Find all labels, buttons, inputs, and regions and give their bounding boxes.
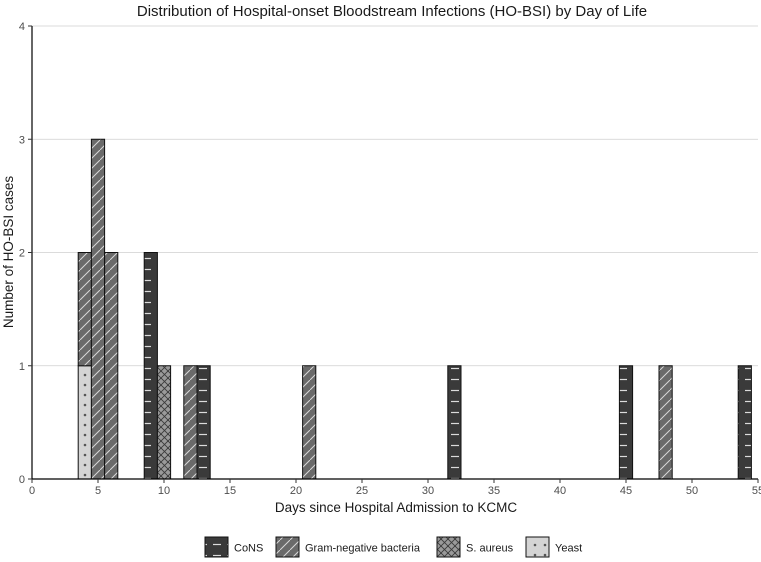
bar-gram-negative-bacteria-day-4 <box>77 252 92 367</box>
x-tick-label: 10 <box>158 485 170 497</box>
bar-cons-day-9 <box>143 252 158 480</box>
bar-yeast-day-4 <box>77 365 92 480</box>
x-tick-label: 0 <box>29 485 35 497</box>
x-tick-label: 55 <box>752 485 761 497</box>
chart-title: Distribution of Hospital-onset Bloodstre… <box>137 3 647 20</box>
x-tick-label: 45 <box>620 485 632 497</box>
bar-cons-day-45 <box>618 365 634 480</box>
legend: CoNS Gram-negative bacteria S. aureus Yeast <box>204 536 582 558</box>
x-tick-label: 25 <box>356 485 368 497</box>
y-tick-label: 4 <box>19 21 25 33</box>
x-tick-label: 40 <box>554 485 566 497</box>
x-axis-ticks: 0 5 10 15 20 25 30 35 40 45 50 55 <box>29 479 761 497</box>
bar-gram-negative-bacteria-day-21 <box>302 365 317 480</box>
legend-swatch-yeast <box>525 536 550 558</box>
bar-gram-negative-bacteria-day-6 <box>104 252 119 480</box>
y-tick-label: 1 <box>19 361 25 373</box>
legend-label-yeast: Yeast <box>555 543 582 555</box>
x-tick-label: 35 <box>488 485 500 497</box>
x-axis-title: Days since Hospital Admission to KCMC <box>275 500 518 515</box>
x-tick-label: 5 <box>95 485 101 497</box>
x-tick-label: 50 <box>686 485 698 497</box>
y-tick-label: 3 <box>19 134 25 146</box>
bar-gram-negative-bacteria-day-48 <box>658 365 673 480</box>
legend-swatch-cons <box>204 536 229 558</box>
bar-cons-day-13 <box>196 365 211 480</box>
bar-gram-negative-bacteria-day-12 <box>183 365 198 480</box>
bar-cons-day-32 <box>447 365 462 480</box>
y-tick-label: 2 <box>19 248 25 260</box>
y-axis-title: Number of HO-BSI cases <box>1 176 16 329</box>
bar-gram-negative-bacteria-day-5 <box>90 138 106 480</box>
x-tick-label: 15 <box>224 485 236 497</box>
y-tick-label: 0 <box>19 474 25 486</box>
legend-swatch-s-aureus <box>436 536 461 558</box>
bar-cons-day-54 <box>737 365 752 480</box>
legend-swatch-gram-negative-bacteria <box>275 536 300 558</box>
legend-label-s-aureus: S. aureus <box>466 543 514 555</box>
y-axis-ticks: 0 1 2 3 4 <box>19 21 32 486</box>
bar-s-aureus-day-10 <box>156 365 172 480</box>
legend-label-gram-negative-bacteria: Gram-negative bacteria <box>305 543 421 555</box>
x-tick-label: 20 <box>290 485 302 497</box>
gridlines <box>32 25 758 367</box>
x-tick-label: 30 <box>422 485 434 497</box>
bars <box>77 138 752 480</box>
legend-label-cons: CoNS <box>234 543 263 555</box>
